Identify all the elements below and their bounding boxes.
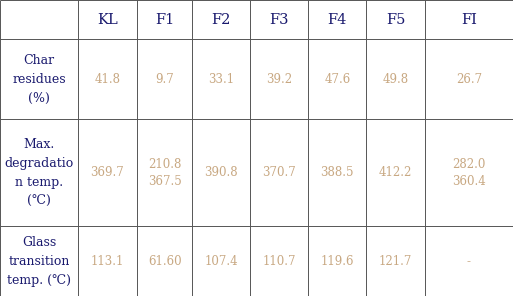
Text: 388.5: 388.5 xyxy=(321,166,354,179)
Text: 210.8
367.5: 210.8 367.5 xyxy=(148,158,182,188)
Text: 370.7: 370.7 xyxy=(262,166,296,179)
Text: 41.8: 41.8 xyxy=(94,73,121,86)
Text: -: - xyxy=(467,255,471,268)
Text: F5: F5 xyxy=(386,12,405,27)
Text: 9.7: 9.7 xyxy=(155,73,174,86)
Text: 47.6: 47.6 xyxy=(324,73,350,86)
Text: 110.7: 110.7 xyxy=(262,255,296,268)
Text: 33.1: 33.1 xyxy=(208,73,234,86)
Text: 119.6: 119.6 xyxy=(321,255,354,268)
Text: 282.0
360.4: 282.0 360.4 xyxy=(452,158,486,188)
Text: KL: KL xyxy=(97,12,118,27)
Text: 107.4: 107.4 xyxy=(204,255,238,268)
Text: 49.8: 49.8 xyxy=(383,73,408,86)
Text: 113.1: 113.1 xyxy=(91,255,124,268)
Text: F2: F2 xyxy=(211,12,231,27)
Text: 26.7: 26.7 xyxy=(456,73,482,86)
Text: 121.7: 121.7 xyxy=(379,255,412,268)
Text: FI: FI xyxy=(461,12,477,27)
Text: 61.60: 61.60 xyxy=(148,255,182,268)
Text: 369.7: 369.7 xyxy=(91,166,124,179)
Text: 39.2: 39.2 xyxy=(266,73,292,86)
Text: F1: F1 xyxy=(155,12,174,27)
Text: F4: F4 xyxy=(328,12,347,27)
Text: Max.
degradatio
n temp.
(℃): Max. degradatio n temp. (℃) xyxy=(5,138,73,208)
Text: 390.8: 390.8 xyxy=(204,166,238,179)
Text: Char
residues
(%): Char residues (%) xyxy=(12,54,66,104)
Text: F3: F3 xyxy=(269,12,289,27)
Text: Glass
transition
temp. (℃): Glass transition temp. (℃) xyxy=(7,236,71,287)
Text: 412.2: 412.2 xyxy=(379,166,412,179)
